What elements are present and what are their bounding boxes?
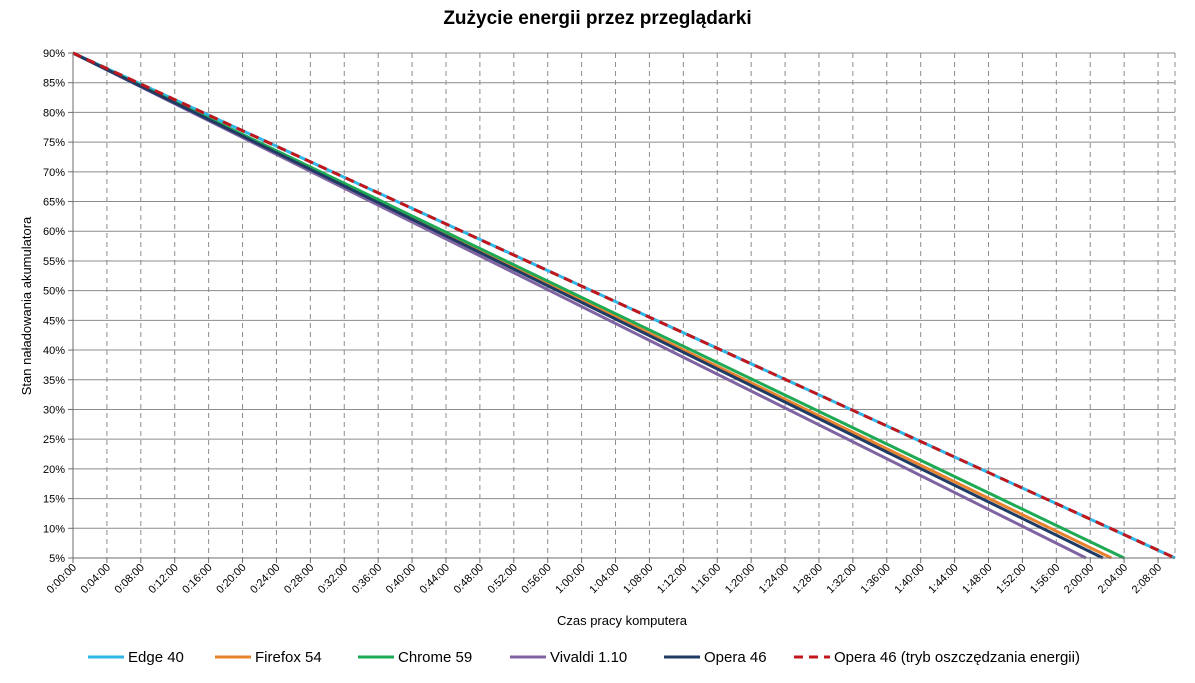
x-tick-label: 1:04:00 — [587, 562, 621, 596]
y-tick-label: 70% — [43, 167, 65, 179]
x-tick-label: 2:00:00 — [1062, 562, 1096, 596]
x-tick-label: 1:48:00 — [960, 562, 994, 596]
x-tick-label: 1:40:00 — [892, 562, 926, 596]
x-axis-label: Czas pracy komputera — [557, 613, 688, 628]
x-tick-label: 1:20:00 — [723, 562, 757, 596]
y-tick-label: 25% — [43, 434, 65, 446]
x-tick-label: 1:32:00 — [825, 562, 859, 596]
x-tick-label: 1:44:00 — [926, 562, 960, 596]
x-tick-label: 0:04:00 — [79, 562, 113, 596]
y-tick-label: 60% — [43, 226, 65, 238]
x-tick-label: 0:16:00 — [180, 562, 214, 596]
x-tick-label: 0:56:00 — [519, 562, 553, 596]
x-tick-label: 1:52:00 — [994, 562, 1028, 596]
y-tick-label: 80% — [43, 107, 65, 119]
x-tick-label: 1:36:00 — [858, 562, 892, 596]
x-tick-label: 0:36:00 — [350, 562, 384, 596]
y-tick-label: 20% — [43, 464, 65, 476]
y-tick-label: 55% — [43, 256, 65, 268]
legend-label: Vivaldi 1.10 — [550, 649, 627, 666]
y-tick-label: 50% — [43, 286, 65, 298]
y-tick-label: 15% — [43, 494, 65, 506]
x-tick-label: 2:08:00 — [1130, 562, 1164, 596]
x-tick-label: 1:00:00 — [553, 562, 587, 596]
y-tick-label: 90% — [43, 48, 65, 60]
x-tick-label: 0:00:00 — [45, 562, 79, 596]
series-line-4 — [72, 51, 1104, 560]
x-tick-label: 1:24:00 — [757, 562, 791, 596]
y-tick-label: 65% — [43, 197, 65, 209]
y-tick-label: 35% — [43, 375, 65, 387]
legend-label: Opera 46 — [704, 649, 767, 666]
x-tick-label: 2:04:00 — [1096, 562, 1130, 596]
y-tick-label: 10% — [43, 523, 65, 535]
y-tick-label: 75% — [43, 137, 65, 149]
x-tick-label: 0:20:00 — [214, 562, 248, 596]
legend-label: Opera 46 (tryb oszczędzania energii) — [834, 649, 1080, 666]
series-line-2 — [72, 51, 1125, 560]
x-tick-label: 0:48:00 — [452, 562, 486, 596]
x-tick-label: 1:56:00 — [1028, 562, 1062, 596]
y-axis-label: Stan naładowania akumulatora — [19, 216, 34, 395]
x-tick-label: 0:32:00 — [316, 562, 350, 596]
y-tick-label: 5% — [49, 553, 65, 565]
y-tick-label: 30% — [43, 404, 65, 416]
legend-label: Chrome 59 — [398, 649, 472, 666]
x-tick-label: 0:44:00 — [418, 562, 452, 596]
x-tick-label: 0:08:00 — [112, 562, 146, 596]
x-tick-label: 0:40:00 — [384, 562, 418, 596]
legend-label: Edge 40 — [128, 649, 184, 666]
x-tick-label: 0:28:00 — [282, 562, 316, 596]
x-tick-label: 1:28:00 — [791, 562, 825, 596]
x-tick-label: 0:24:00 — [248, 562, 282, 596]
legend-label: Firefox 54 — [255, 649, 322, 666]
x-tick-label: 0:12:00 — [146, 562, 180, 596]
chart-title: Zużycie energii przez przeglądarki — [443, 8, 752, 29]
series-line-5 — [72, 51, 1176, 560]
x-tick-label: 0:52:00 — [485, 562, 519, 596]
y-tick-label: 40% — [43, 345, 65, 357]
x-tick-label: 1:12:00 — [655, 562, 689, 596]
y-tick-label: 45% — [43, 315, 65, 327]
x-tick-label: 1:08:00 — [621, 562, 655, 596]
y-tick-label: 85% — [43, 78, 65, 90]
x-tick-label: 1:16:00 — [689, 562, 723, 596]
